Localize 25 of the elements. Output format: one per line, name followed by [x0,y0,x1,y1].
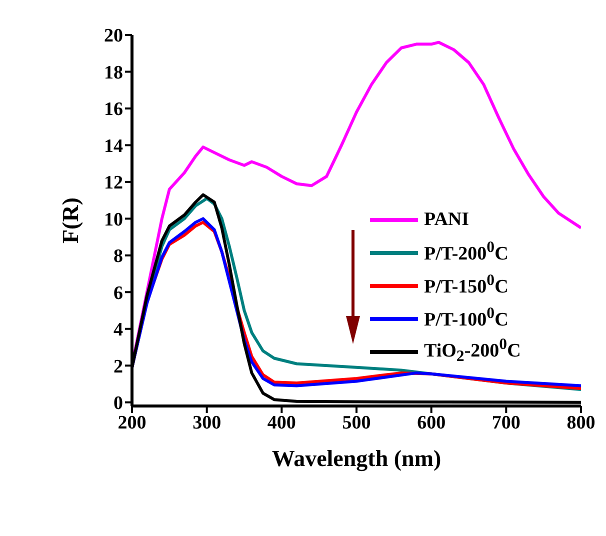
x-tick-label: 200 [118,412,146,434]
y-tick-label: 18 [104,62,123,84]
y-tick-label: 8 [114,246,123,268]
x-tick-label: 600 [417,412,446,434]
legend-label: TiO$_{2}$-200$^{0}$C [424,336,521,367]
y-tick-label: 0 [114,393,123,414]
legend-label: P/T-150$^{0}$C [424,272,508,299]
y-tick-label: 6 [114,282,123,304]
y-tick-label: 14 [104,136,124,157]
x-tick-label: 400 [267,412,296,434]
legend-label: PANI [424,208,470,230]
y-tick-label: 2 [114,356,123,378]
x-tick-label: 300 [192,412,222,434]
legend-label: P/T-200$^{0}$C [424,239,508,266]
x-tick-label: 500 [342,412,371,434]
x-tick-label: 700 [492,412,520,434]
y-tick-label: 16 [104,99,123,120]
y-axis-title: F(R) [58,198,84,244]
y-tick-label: 20 [104,26,123,47]
y-tick-label: 12 [104,172,123,194]
legend-label: P/T-100$^{0}$C [424,305,508,332]
x-tick-label: 800 [566,412,596,434]
x-axis-title: Wavelength (nm) [272,446,442,472]
y-tick-label: 4 [114,320,124,341]
y-tick-label: 10 [104,209,123,230]
